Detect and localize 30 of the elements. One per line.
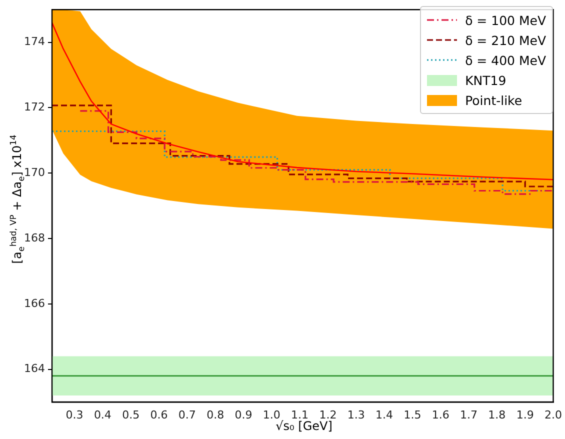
x-tick-label: 1.3 <box>347 408 365 422</box>
y-tick-label: 170 <box>24 166 45 179</box>
x-tick-label: 0.5 <box>122 408 140 422</box>
y-tick-label: 168 <box>24 231 45 244</box>
x-tick-label: 0.3 <box>66 408 84 422</box>
legend-label: δ = 400 MeV <box>465 52 546 68</box>
y-tick-label: 172 <box>24 100 45 114</box>
x-tick-label: 1.5 <box>404 408 422 422</box>
y-tick-label: 174 <box>24 35 45 48</box>
legend-label: δ = 100 MeV <box>465 12 546 28</box>
x-tick-label: 1.4 <box>376 408 394 422</box>
x-tick-label: 1.9 <box>516 408 534 422</box>
legend-label: Point-like <box>465 92 522 108</box>
y-tick-label: 166 <box>24 296 45 310</box>
x-tick-label: 1.8 <box>488 408 506 422</box>
x-tick-label: 0.7 <box>178 408 196 422</box>
x-tick-label: 0.6 <box>150 408 168 422</box>
x-tick-label: 1.1 <box>291 408 309 422</box>
x-tick-label: 1.2 <box>319 408 337 422</box>
x-tick-label: 0.4 <box>94 408 112 422</box>
x-tick-label: 1.7 <box>460 408 478 422</box>
x-tick-label: 1.6 <box>432 408 450 422</box>
x-tick-label: 0.9 <box>234 408 252 422</box>
x-tick-label: 1.0 <box>262 408 280 422</box>
x-tick-label: 2.0 <box>544 408 562 422</box>
legend-label: KNT19 <box>465 72 506 88</box>
x-tick-label: 0.8 <box>206 408 224 422</box>
x-axis-title: √s₀ [GeV] <box>276 419 332 433</box>
legend-label: δ = 210 MeV <box>465 32 546 48</box>
y-tick-label: 164 <box>24 362 45 376</box>
